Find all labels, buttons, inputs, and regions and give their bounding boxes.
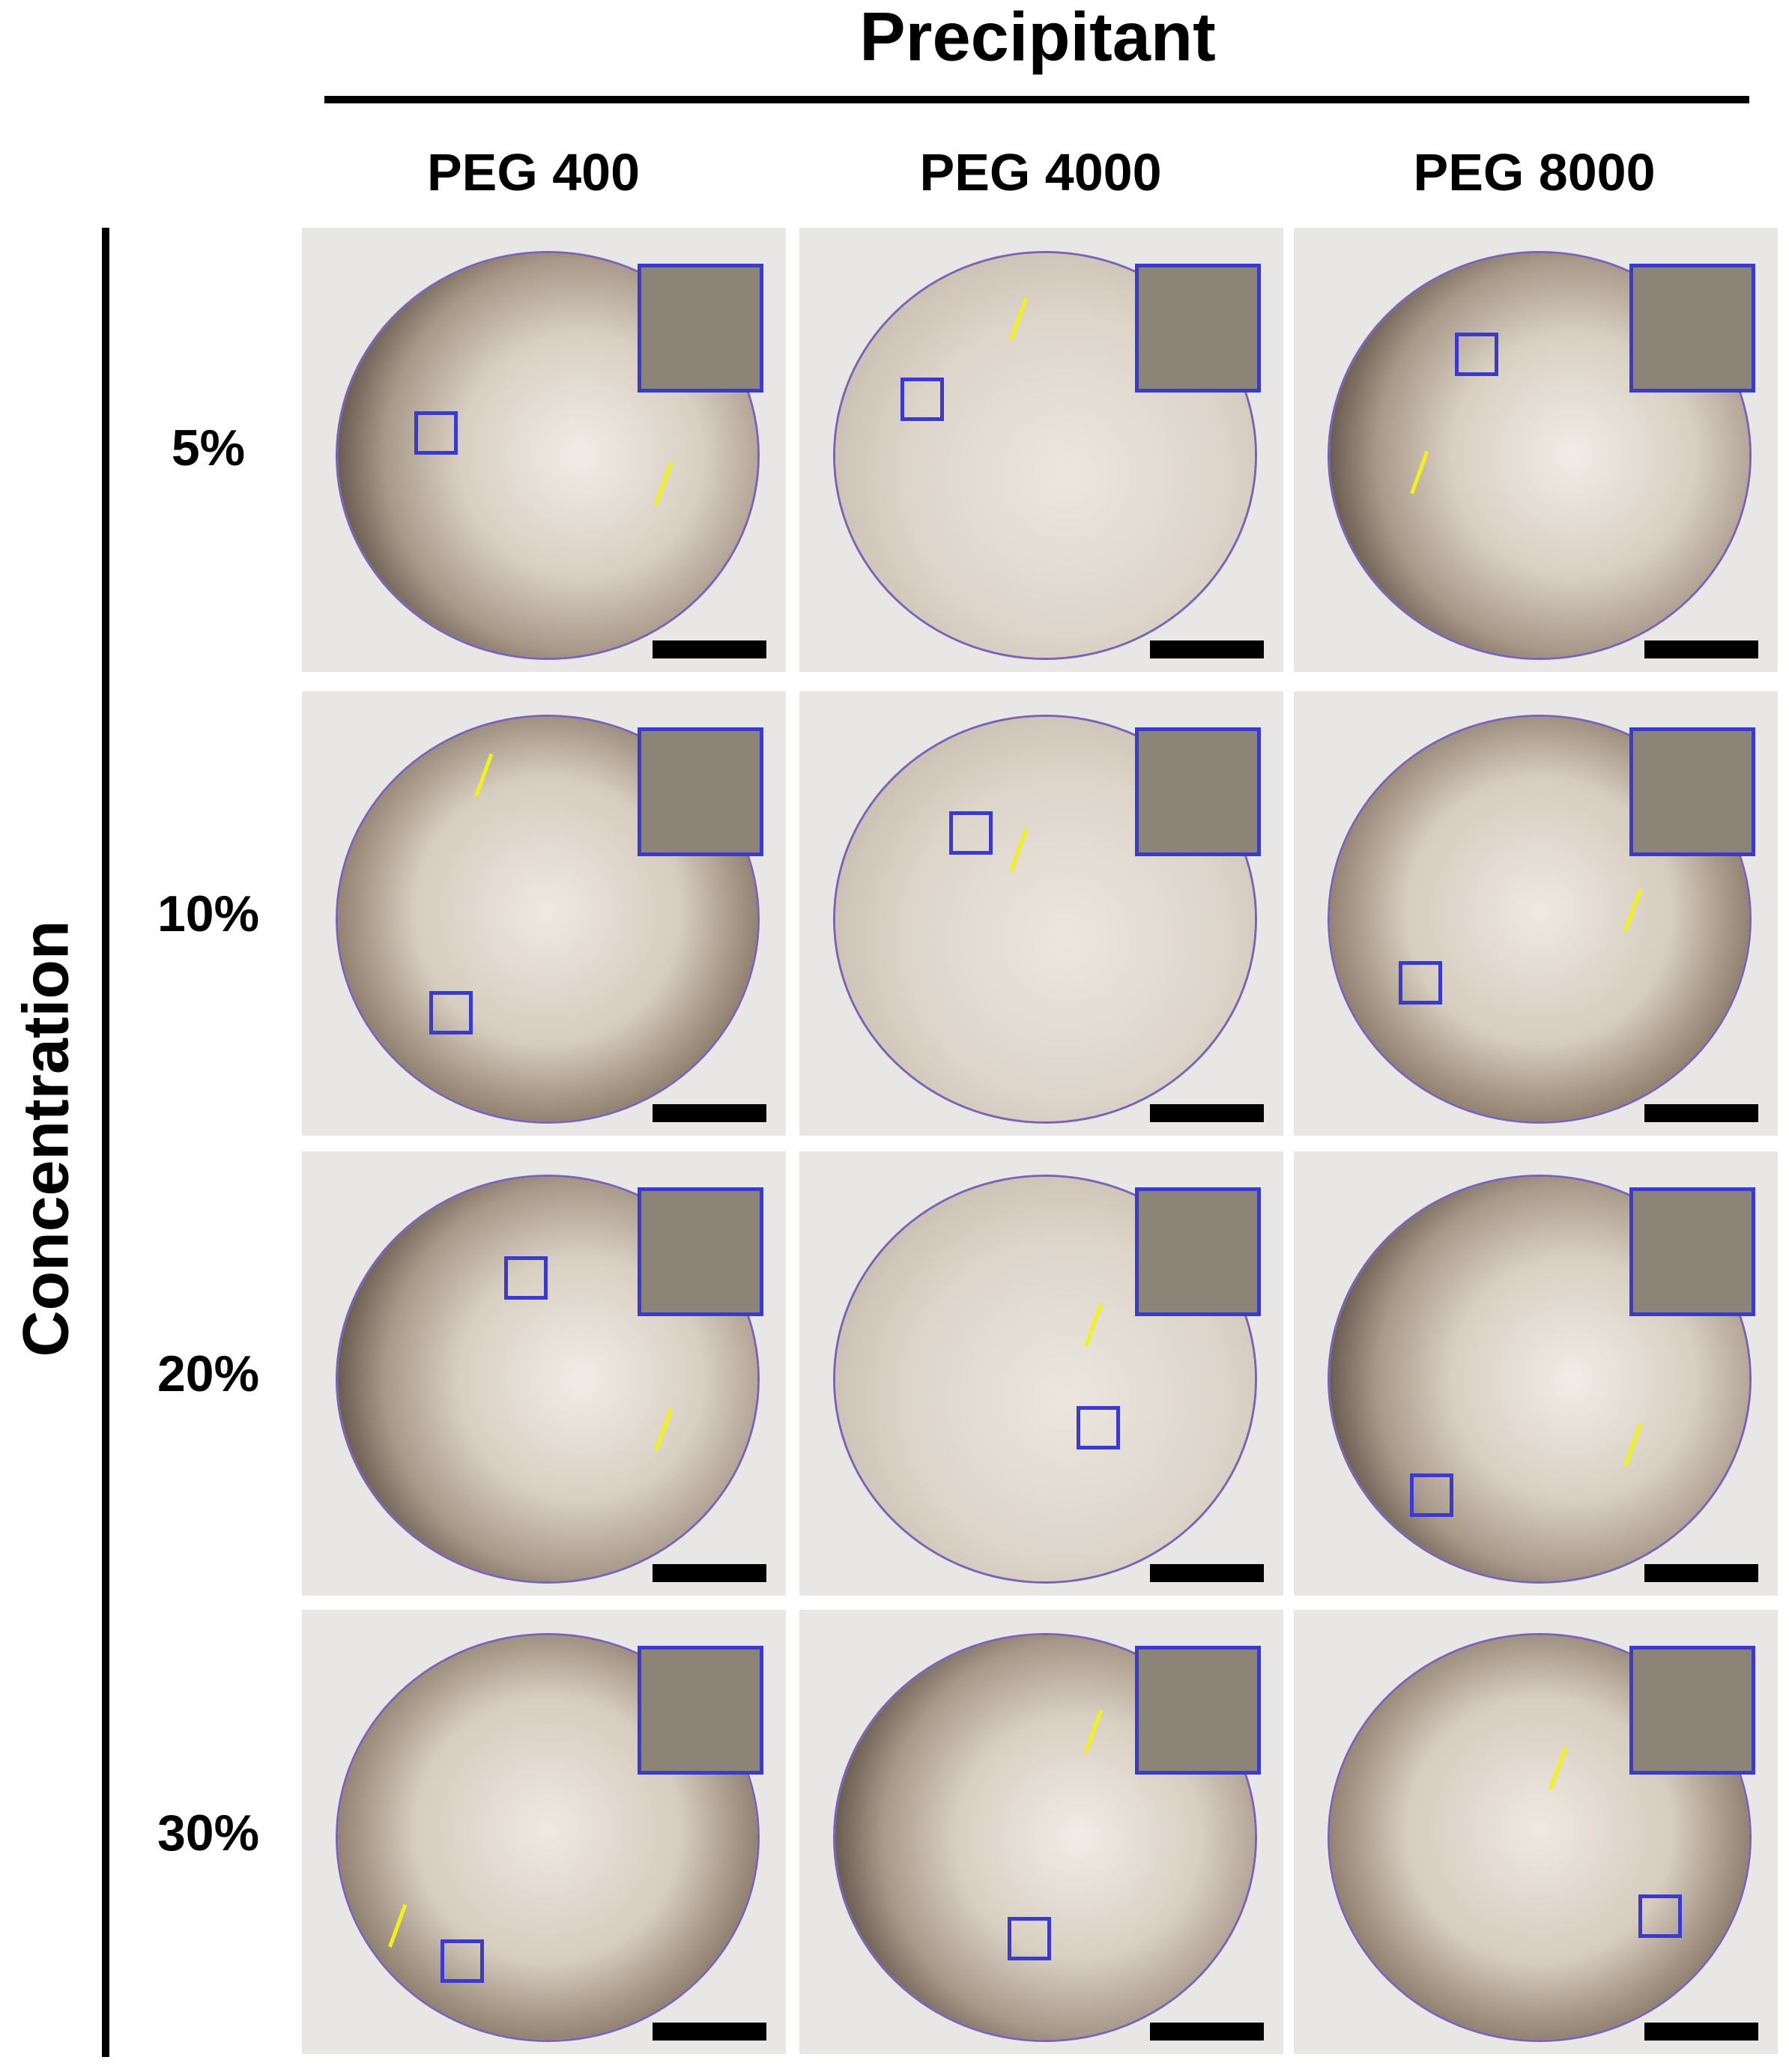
side-rule <box>102 228 109 2057</box>
zoom-box <box>1638 1894 1682 1938</box>
zoom-box <box>1399 961 1442 1005</box>
micrograph <box>302 691 786 1136</box>
micrograph <box>799 1610 1283 2054</box>
row-label: 10% <box>157 885 260 942</box>
scale-bar <box>1150 640 1264 658</box>
zoom-inset <box>638 1646 763 1775</box>
zoom-box <box>1008 1917 1051 1960</box>
zoom-box <box>1455 333 1498 376</box>
header-title: Precipitant <box>859 0 1216 76</box>
row-label: 30% <box>157 1805 260 1862</box>
zoom-inset <box>638 1187 763 1316</box>
zoom-box <box>900 378 944 421</box>
zoom-box <box>949 811 993 855</box>
zoom-box <box>504 1256 548 1300</box>
scale-bar <box>1644 2023 1758 2041</box>
header-rule <box>324 96 1749 103</box>
side-title: Concentration <box>10 920 82 1357</box>
scale-bar <box>653 640 766 658</box>
scale-bar <box>653 1104 766 1122</box>
zoom-inset <box>1135 1187 1261 1316</box>
micrograph <box>799 1151 1283 1596</box>
row-label: 20% <box>157 1345 260 1402</box>
micrograph <box>302 1610 786 2054</box>
zoom-inset <box>638 727 763 856</box>
zoom-inset <box>638 264 763 393</box>
zoom-inset <box>1629 1646 1755 1775</box>
micrograph <box>1294 1151 1778 1596</box>
micrograph <box>1294 1610 1778 2054</box>
scale-bar <box>1644 640 1758 658</box>
micrograph <box>302 1151 786 1596</box>
row-label: 5% <box>171 419 246 476</box>
micrograph <box>302 228 786 672</box>
micrograph <box>799 691 1283 1136</box>
column-label: PEG 400 <box>426 143 641 202</box>
scale-bar <box>1644 1564 1758 1582</box>
scale-bar <box>1644 1104 1758 1122</box>
scale-bar <box>1150 2023 1264 2041</box>
zoom-inset <box>1629 1187 1755 1316</box>
micrograph <box>799 228 1283 672</box>
zoom-box <box>1410 1473 1453 1517</box>
scale-bar <box>1150 1564 1264 1582</box>
column-label: PEG 4000 <box>919 143 1162 202</box>
column-label: PEG 8000 <box>1413 143 1656 202</box>
micrograph <box>1294 691 1778 1136</box>
zoom-box <box>414 411 458 455</box>
zoom-box <box>441 1939 484 1983</box>
scale-bar <box>653 2023 766 2041</box>
zoom-inset <box>1629 264 1755 393</box>
micrograph <box>1294 228 1778 672</box>
scale-bar <box>653 1564 766 1582</box>
zoom-box <box>429 991 473 1035</box>
scale-bar <box>1150 1104 1264 1122</box>
zoom-inset <box>1629 727 1755 856</box>
zoom-inset <box>1135 727 1261 856</box>
zoom-box <box>1077 1406 1120 1450</box>
zoom-inset <box>1135 1646 1261 1775</box>
zoom-inset <box>1135 264 1261 393</box>
